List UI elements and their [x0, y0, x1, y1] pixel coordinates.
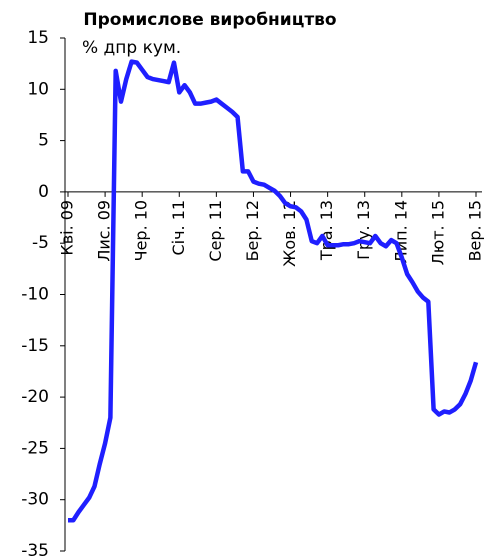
- x-tick-label: Гру. 13: [354, 200, 373, 260]
- y-tick-label: 5: [38, 131, 49, 151]
- chart-subtitle: % дпр кум.: [82, 38, 181, 58]
- y-tick-label: 10: [27, 79, 49, 99]
- y-tick-label: 0: [38, 182, 49, 202]
- x-tick-label: Тра. 13: [317, 200, 336, 261]
- y-tick-label: -5: [32, 233, 49, 253]
- x-tick-label: Лис. 09: [95, 200, 114, 262]
- x-tick-label: Січ. 11: [169, 200, 188, 256]
- x-tick-label: Кві. 09: [58, 200, 77, 256]
- y-tick-label: 15: [27, 28, 49, 48]
- y-tick-label: -30: [21, 490, 49, 510]
- x-tick-label: Лют. 15: [428, 200, 447, 265]
- x-tick-label: Бер. 12: [243, 200, 262, 262]
- line: [68, 59, 479, 523]
- y-tick-label: -35: [21, 541, 49, 559]
- x-tick-label: Сер. 11: [206, 200, 225, 262]
- y-tick-label: -20: [21, 387, 49, 407]
- y-tick-label: -25: [21, 438, 49, 458]
- chart-title: Промислове виробництво: [83, 10, 336, 30]
- x-tick-label: Чер. 10: [132, 200, 151, 262]
- x-tick-label: Жов. 12: [280, 200, 299, 267]
- y-tick-label: -10: [21, 285, 49, 305]
- y-tick-label: -15: [21, 336, 49, 356]
- x-tick-label: Вер. 15: [466, 200, 485, 262]
